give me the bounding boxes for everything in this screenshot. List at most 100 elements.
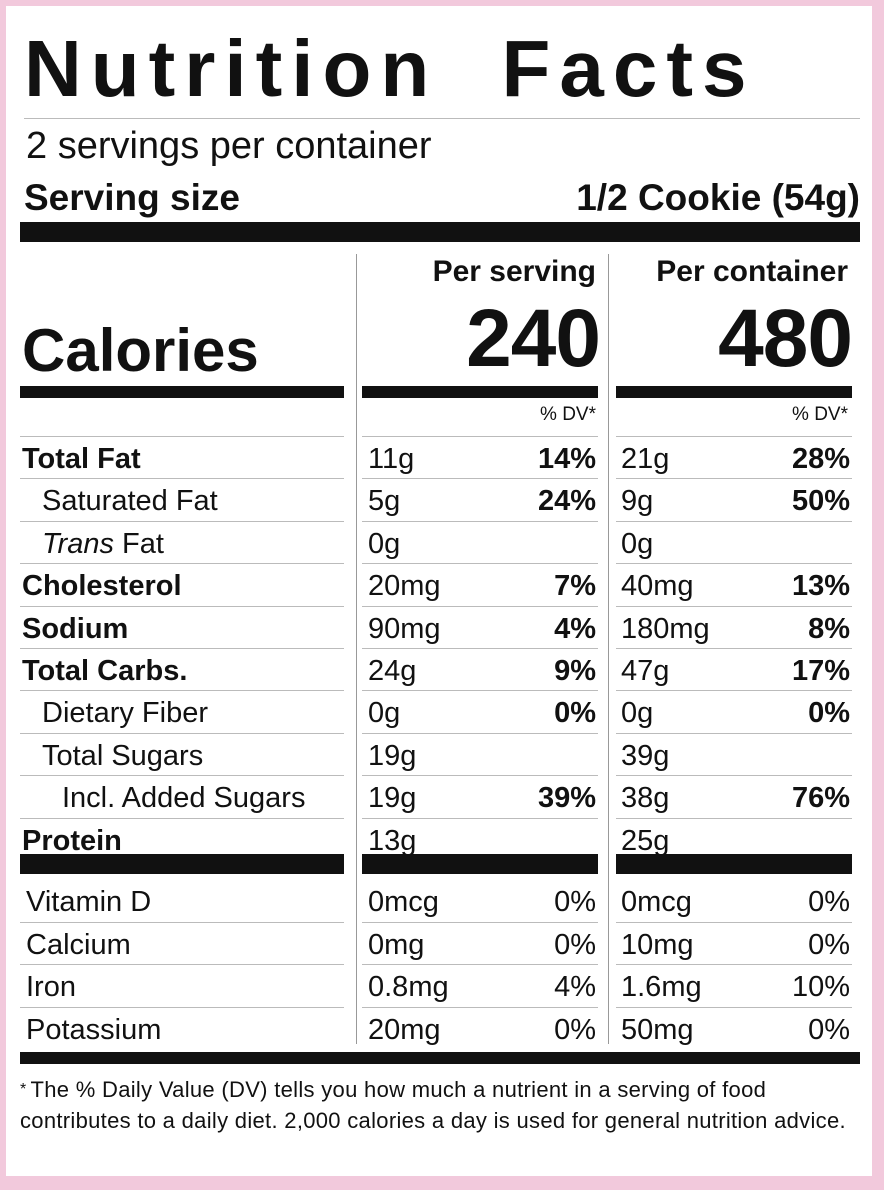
- container-dv: 0%: [808, 929, 850, 961]
- calories-bar-1: [20, 386, 344, 398]
- container-amount: 9g: [621, 485, 654, 517]
- serving-amount: 0mcg: [368, 886, 439, 918]
- serving-amount: 24g: [368, 655, 417, 687]
- nutrient-divider-9-3: [616, 818, 852, 819]
- serving-dv: 0%: [554, 1014, 596, 1046]
- serving-amount: 0.8mg: [368, 971, 449, 1003]
- vitamin-bar-3: [616, 854, 852, 874]
- nutrient-divider-0-2: [362, 436, 598, 437]
- nutrient-divider-8-3: [616, 775, 852, 776]
- nutrient-divider-0-1: [20, 436, 344, 437]
- container-dv: 0%: [808, 886, 850, 918]
- vitamin-name: Potassium: [26, 1014, 162, 1046]
- serving-amount: 19g: [368, 782, 417, 814]
- nutrient-name: Total Sugars: [42, 735, 203, 777]
- calories-label: Calories: [22, 317, 259, 384]
- nutrient-name: Trans Fat: [42, 523, 164, 565]
- container-amount: 21g: [621, 443, 670, 475]
- container-dv: 50%: [791, 485, 850, 517]
- nutrient-divider-5-2: [362, 648, 598, 649]
- nutrient-name: Sodium: [22, 608, 128, 650]
- nutrient-divider-5-3: [616, 648, 852, 649]
- dv-heading-container: % DV*: [792, 404, 848, 425]
- nutrient-name: Protein: [22, 820, 122, 862]
- serving-amount: 0g: [368, 697, 401, 729]
- nutrient-name-text: Fat: [113, 528, 164, 560]
- nutrient-divider-7-1: [20, 733, 344, 734]
- nutrient-name: Total Carbs.: [22, 650, 187, 692]
- vitamin-bar-2: [362, 854, 598, 874]
- nutrient-name-text: Total Fat: [22, 443, 141, 475]
- container-amount: 39g: [621, 740, 670, 772]
- container-dv: 17%: [791, 655, 850, 687]
- nutrient-divider-2-1: [20, 521, 344, 522]
- nutrient-divider-4-3: [616, 606, 852, 607]
- container-amount: 0g: [621, 697, 654, 729]
- serving-dv: 0%: [554, 929, 596, 961]
- vitamin-divider-2-3: [616, 964, 852, 965]
- nutrient-divider-3-2: [362, 563, 598, 564]
- vitamin-divider-3-3: [616, 1007, 852, 1008]
- container-dv: 0%: [808, 1014, 850, 1046]
- vitamin-row: Calcium 0mg 0% 10mg 0%: [6, 924, 872, 966]
- serving-dv: 0%: [554, 697, 596, 729]
- vitamin-divider-1-1: [20, 922, 344, 923]
- nutrient-divider-9-1: [20, 818, 344, 819]
- container-dv: 10%: [791, 971, 850, 1003]
- calories-bar-3: [616, 386, 852, 398]
- serving-dv: 7%: [554, 570, 596, 602]
- nutrient-divider-1-2: [362, 478, 598, 479]
- serving-dv: 24%: [537, 485, 596, 517]
- vitamin-row: Vitamin D 0mcg 0% 0mcg 0%: [6, 881, 872, 923]
- serving-dv: 39%: [537, 782, 596, 814]
- nutrient-divider-9-2: [362, 818, 598, 819]
- container-amount: 50mg: [621, 1014, 694, 1046]
- serving-amount: 20mg: [368, 570, 441, 602]
- vitamin-divider-2-2: [362, 964, 598, 965]
- nutrient-name-italic: Trans: [42, 528, 114, 560]
- container-dv: 76%: [791, 782, 850, 814]
- nutrient-divider-4-1: [20, 606, 344, 607]
- nutrient-divider-2-3: [616, 521, 852, 522]
- serving-amount: 5g: [368, 485, 401, 517]
- nutrient-name-text: Cholesterol: [22, 570, 182, 602]
- container-dv: 0%: [808, 697, 850, 729]
- serving-amount: 20mg: [368, 1014, 441, 1046]
- container-amount: 180mg: [621, 613, 710, 645]
- serving-dv: 0%: [554, 886, 596, 918]
- nutrient-row: Incl. Added Sugars 19g 39% 38g 76%: [6, 777, 872, 819]
- per-serving-heading: Per serving: [432, 255, 596, 288]
- nutrient-name-text: Dietary Fiber: [42, 697, 208, 729]
- calories-bar-2: [362, 386, 598, 398]
- footnote-text: The % Daily Value (DV) tells you how muc…: [20, 1077, 846, 1133]
- nutrient-row: Total Sugars 19g 39g: [6, 735, 872, 777]
- container-dv: 13%: [791, 570, 850, 602]
- nutrient-divider-6-3: [616, 690, 852, 691]
- nutrient-row: Protein 13g 25g: [6, 820, 872, 862]
- nutrient-row: Cholesterol 20mg 7% 40mg 13%: [6, 565, 872, 607]
- vitamin-bar-1: [20, 854, 344, 874]
- serving-dv: 4%: [554, 971, 596, 1003]
- container-amount: 40mg: [621, 570, 694, 602]
- thick-divider-top: [20, 222, 860, 242]
- serving-size-label: Serving size: [24, 177, 240, 218]
- vitamin-name: Vitamin D: [26, 886, 152, 918]
- title-divider: [24, 118, 860, 119]
- serving-dv: 14%: [537, 443, 596, 475]
- per-container-heading: Per container: [656, 255, 848, 288]
- nutrient-divider-2-2: [362, 521, 598, 522]
- calories-per-container: 480: [718, 293, 853, 384]
- nutrient-name: Total Fat: [22, 438, 141, 480]
- container-amount: 47g: [621, 655, 670, 687]
- daily-value-footnote: * The % Daily Value (DV) tells you how mu…: [20, 1074, 860, 1136]
- serving-amount: 13g: [368, 825, 417, 857]
- nutrient-name: Dietary Fiber: [42, 692, 208, 734]
- nutrient-row: Total Fat 11g 14% 21g 28%: [6, 438, 872, 480]
- nutrient-name: Saturated Fat: [42, 480, 218, 522]
- serving-amount: 11g: [368, 443, 415, 475]
- container-amount: 25g: [621, 825, 670, 857]
- nutrient-divider-4-2: [362, 606, 598, 607]
- serving-dv: 9%: [554, 655, 596, 687]
- serving-amount: 19g: [368, 740, 417, 772]
- column-separator-2: [608, 254, 609, 1044]
